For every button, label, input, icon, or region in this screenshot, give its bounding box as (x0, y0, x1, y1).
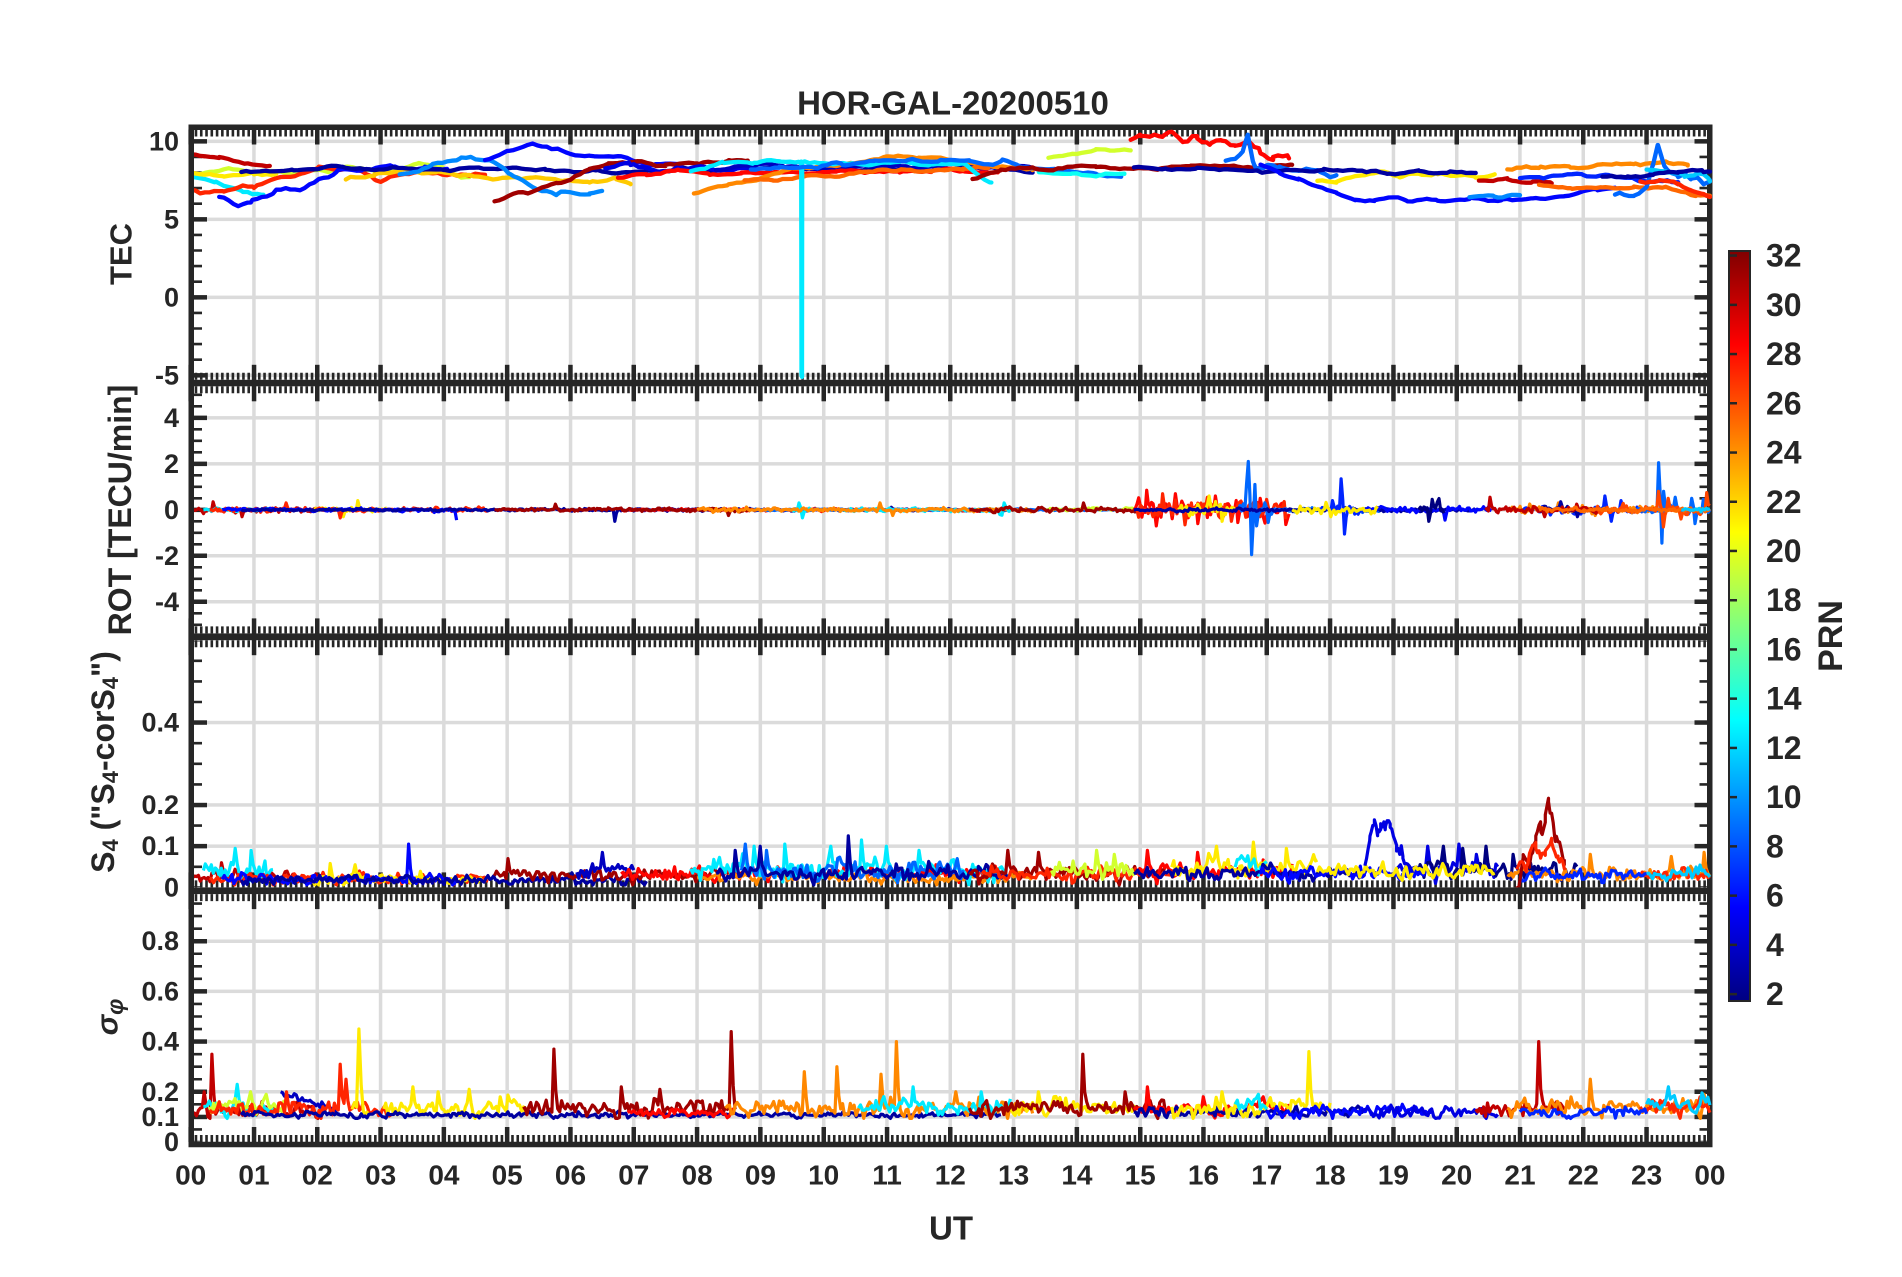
svg-text:18: 18 (1766, 582, 1802, 618)
svg-text:10: 10 (149, 126, 179, 156)
svg-text:20: 20 (1441, 1160, 1472, 1191)
svg-text:0: 0 (164, 282, 179, 312)
svg-text:0.1: 0.1 (141, 1102, 179, 1132)
svg-text:16: 16 (1188, 1160, 1219, 1191)
svg-text:00: 00 (175, 1160, 206, 1191)
svg-text:08: 08 (682, 1160, 713, 1191)
svg-text:10: 10 (808, 1160, 839, 1191)
svg-text:18: 18 (1315, 1160, 1346, 1191)
svg-text:26: 26 (1766, 385, 1802, 421)
svg-text:4: 4 (1766, 927, 1784, 963)
svg-text:03: 03 (365, 1160, 396, 1191)
svg-text:HOR-GAL-20200510: HOR-GAL-20200510 (797, 85, 1109, 122)
svg-text:15: 15 (1125, 1160, 1156, 1191)
svg-text:5: 5 (164, 204, 179, 234)
svg-text:32: 32 (1766, 238, 1802, 274)
svg-text:10: 10 (1766, 779, 1802, 815)
svg-text:14: 14 (1766, 681, 1802, 717)
svg-text:4: 4 (164, 403, 179, 433)
svg-text:22: 22 (1766, 484, 1802, 520)
svg-text:8: 8 (1766, 828, 1784, 864)
svg-text:01: 01 (238, 1160, 269, 1191)
svg-text:06: 06 (555, 1160, 586, 1191)
svg-text:12: 12 (1766, 730, 1802, 766)
svg-text:11: 11 (872, 1160, 902, 1191)
svg-text:20: 20 (1766, 533, 1802, 569)
svg-text:17: 17 (1251, 1160, 1282, 1191)
svg-text:6: 6 (1766, 878, 1784, 914)
svg-text:0.2: 0.2 (141, 1077, 179, 1107)
svg-text:24: 24 (1766, 435, 1802, 471)
svg-text:2: 2 (1766, 976, 1784, 1012)
svg-text:0.4: 0.4 (141, 708, 179, 738)
svg-text:0.1: 0.1 (141, 831, 179, 861)
svg-text:09: 09 (745, 1160, 776, 1191)
svg-text:0.2: 0.2 (141, 790, 179, 820)
svg-text:19: 19 (1378, 1160, 1409, 1191)
svg-text:12: 12 (935, 1160, 966, 1191)
svg-text:16: 16 (1766, 632, 1802, 668)
svg-text:07: 07 (618, 1160, 649, 1191)
svg-text:-4: -4 (155, 587, 179, 617)
svg-text:-5: -5 (155, 360, 179, 390)
svg-text:00: 00 (1694, 1160, 1725, 1191)
svg-text:02: 02 (302, 1160, 333, 1191)
svg-text:0.4: 0.4 (141, 1027, 179, 1057)
svg-text:13: 13 (998, 1160, 1029, 1191)
svg-text:2: 2 (164, 449, 179, 479)
svg-text:0: 0 (164, 1127, 179, 1157)
svg-text:ROT [TECU/min]: ROT [TECU/min] (102, 385, 138, 636)
svg-text:0: 0 (164, 495, 179, 525)
svg-text:05: 05 (492, 1160, 523, 1191)
svg-text:TEC: TEC (104, 223, 139, 285)
svg-text:PRN: PRN (1812, 600, 1850, 672)
svg-text:21: 21 (1504, 1160, 1535, 1191)
svg-text:14: 14 (1061, 1160, 1093, 1191)
svg-text:22: 22 (1568, 1160, 1599, 1191)
svg-text:23: 23 (1631, 1160, 1662, 1191)
svg-text:0: 0 (164, 872, 179, 902)
svg-text:0.8: 0.8 (141, 926, 179, 956)
svg-text:30: 30 (1766, 287, 1802, 323)
svg-text:28: 28 (1766, 336, 1802, 372)
svg-text:UT: UT (929, 1210, 973, 1247)
svg-text:04: 04 (428, 1160, 460, 1191)
svg-text:-2: -2 (155, 541, 179, 571)
svg-text:S4 ("S4-corS4"): S4 ("S4-corS4") (85, 651, 123, 873)
svg-text:0.6: 0.6 (141, 976, 179, 1006)
